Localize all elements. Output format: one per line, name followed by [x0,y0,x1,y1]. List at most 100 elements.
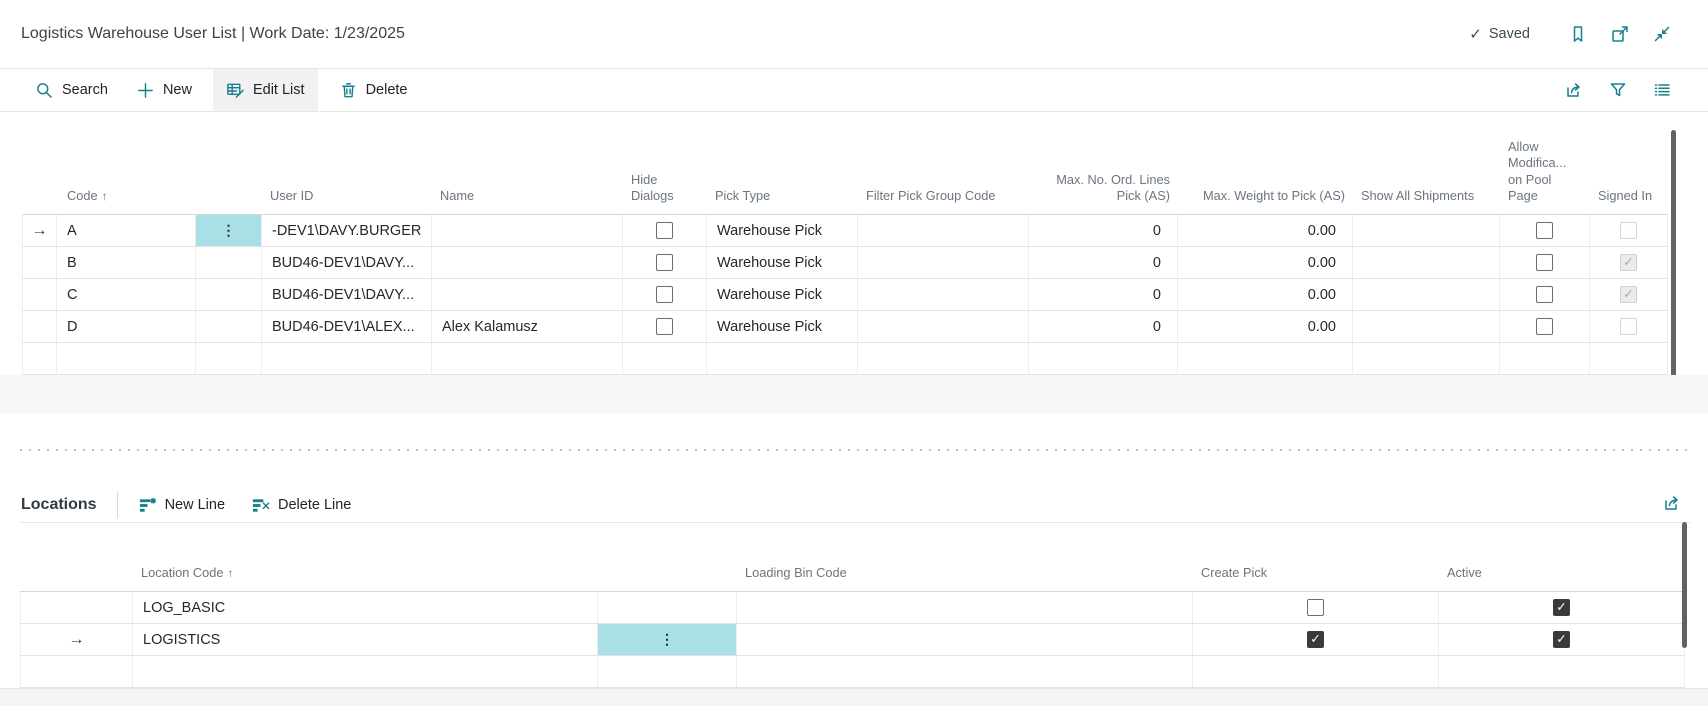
user-id-cell[interactable]: BUD46-DEV1\DAVY... [262,247,432,279]
col-header-max-weight[interactable]: Max. Weight to Pick (AS) [1178,112,1353,215]
col-header-allow-modifications[interactable]: Allow Modifica... on Pool Page [1500,112,1590,215]
user-id-cell[interactable]: -DEV1\DAVY.BURGER [262,215,432,247]
max-weight-cell[interactable]: 0.00 [1178,247,1353,279]
max-weight-cell[interactable]: 0.00 [1178,311,1353,343]
share-icon[interactable] [1662,493,1682,513]
empty-cell[interactable] [57,343,196,375]
filter-pick-group-code-cell[interactable] [858,215,1029,247]
col-header-code[interactable]: Code ↑ [57,112,196,215]
allow-modifications-checkbox[interactable]: ✓ [1536,254,1553,271]
delete-button[interactable]: Delete [332,69,415,111]
show-all-shipments-cell[interactable] [1353,279,1500,311]
hide-dialogs-checkbox[interactable]: ✓ [656,286,673,303]
pick-type-cell[interactable]: Warehouse Pick [707,215,858,247]
allow-modifications-checkbox[interactable]: ✓ [1536,286,1553,303]
location-code-cell[interactable]: LOG_BASIC [133,592,598,624]
filter-pick-group-code-cell[interactable] [858,311,1029,343]
new-line-button[interactable]: New Line [138,496,225,515]
allow-modifications-checkbox[interactable]: ✓ [1536,318,1553,335]
name-cell[interactable] [432,215,623,247]
hide-dialogs-checkbox[interactable]: ✓ [656,222,673,239]
col-header-row-menu [196,112,262,215]
pick-type-cell[interactable]: Warehouse Pick [707,247,858,279]
open-in-new-window-icon[interactable] [1610,24,1630,44]
name-cell[interactable] [432,279,623,311]
max-weight-cell[interactable]: 0.00 [1178,279,1353,311]
max-lines-cell[interactable]: 0 [1029,279,1178,311]
show-all-shipments-cell[interactable] [1353,311,1500,343]
locations-rule [20,522,1690,523]
max-lines-cell[interactable]: 0 [1029,247,1178,279]
empty-cell[interactable] [133,656,598,688]
filter-pick-group-code-cell[interactable] [858,247,1029,279]
empty-cell[interactable] [707,343,858,375]
name-cell[interactable] [432,247,623,279]
user-id-cell[interactable]: BUD46-DEV1\ALEX... [262,311,432,343]
hide-dialogs-checkbox[interactable]: ✓ [656,254,673,271]
empty-cell[interactable] [737,656,1193,688]
max-lines-cell[interactable]: 0 [1029,311,1178,343]
code-cell[interactable]: A [57,215,196,247]
col-header-pick-type[interactable]: Pick Type [707,112,858,215]
row-menu-cell[interactable]: ⋮ [196,215,262,247]
col-header-active[interactable]: Active [1439,555,1685,592]
active-checkbox[interactable]: ✓ [1553,599,1570,616]
user-id-cell[interactable]: BUD46-DEV1\DAVY... [262,279,432,311]
active-checkbox[interactable]: ✓ [1553,631,1570,648]
signed-in-cell: ✓ [1590,279,1668,311]
max-lines-cell[interactable]: 0 [1029,215,1178,247]
col-header-name[interactable]: Name [432,112,623,215]
filter-icon[interactable] [1608,80,1628,100]
empty-cell[interactable] [1353,343,1500,375]
search-button[interactable]: Search [28,69,115,111]
bookmark-icon[interactable] [1568,24,1588,44]
code-cell[interactable]: B [57,247,196,279]
show-all-shipments-cell[interactable] [1353,215,1500,247]
filter-pick-group-code-cell[interactable] [858,279,1029,311]
col-header-location-code[interactable]: Location Code ↑ [133,555,598,592]
pick-type-cell[interactable]: Warehouse Pick [707,311,858,343]
loading-bin-code-cell[interactable] [737,624,1193,656]
row-menu-cell[interactable]: ⋮ [196,311,262,343]
location-code-cell[interactable]: LOGISTICS [133,624,598,656]
edit-list-button[interactable]: Edit List [212,69,318,111]
show-all-shipments-cell[interactable] [1353,247,1500,279]
allow-modifications-checkbox[interactable]: ✓ [1536,222,1553,239]
row-menu-cell[interactable]: ⋮ [196,279,262,311]
hide-dialogs-checkbox[interactable]: ✓ [656,318,673,335]
name-cell[interactable]: Alex Kalamusz [432,311,623,343]
col-header-show-all-shipments[interactable]: Show All Shipments [1353,112,1500,215]
row-menu-cell[interactable]: ⋮ [196,247,262,279]
vertical-scrollbar[interactable] [1671,130,1676,398]
collapse-icon[interactable] [1652,24,1672,44]
signed-in-cell: ✓ [1590,247,1668,279]
col-header-loading-bin-code[interactable]: Loading Bin Code [737,555,1193,592]
col-header-signed-in[interactable]: Signed In [1590,112,1668,215]
col-header-create-pick[interactable]: Create Pick [1193,555,1439,592]
empty-cell[interactable] [1029,343,1178,375]
max-weight-cell[interactable]: 0.00 [1178,215,1353,247]
allow-modifications-cell: ✓ [1500,247,1590,279]
row-menu-cell[interactable]: ⋮ [598,592,737,624]
code-cell[interactable]: D [57,311,196,343]
empty-cell[interactable] [858,343,1029,375]
create-pick-checkbox[interactable]: ✓ [1307,631,1324,648]
row-menu-cell[interactable]: ⋮ [598,624,737,656]
empty-cell[interactable] [432,343,623,375]
empty-cell[interactable] [262,343,432,375]
empty-cell[interactable] [1178,343,1353,375]
create-pick-checkbox[interactable]: ✓ [1307,599,1324,616]
col-header-max-lines[interactable]: Max. No. Ord. Lines Pick (AS) [1029,112,1178,215]
col-header-user-id[interactable]: User ID [262,112,432,215]
loading-bin-code-cell[interactable] [737,592,1193,624]
pick-type-cell[interactable]: Warehouse Pick [707,279,858,311]
edit-list-icon [226,81,245,100]
share-icon[interactable] [1564,80,1584,100]
new-button[interactable]: New [129,69,199,111]
vertical-scrollbar[interactable] [1682,522,1687,648]
col-header-hide-dialogs[interactable]: Hide Dialogs [623,112,707,215]
list-options-icon[interactable] [1652,80,1672,100]
code-cell[interactable]: C [57,279,196,311]
delete-line-button[interactable]: Delete Line [251,496,351,515]
col-header-filter-pick-group-code[interactable]: Filter Pick Group Code [858,112,1029,215]
